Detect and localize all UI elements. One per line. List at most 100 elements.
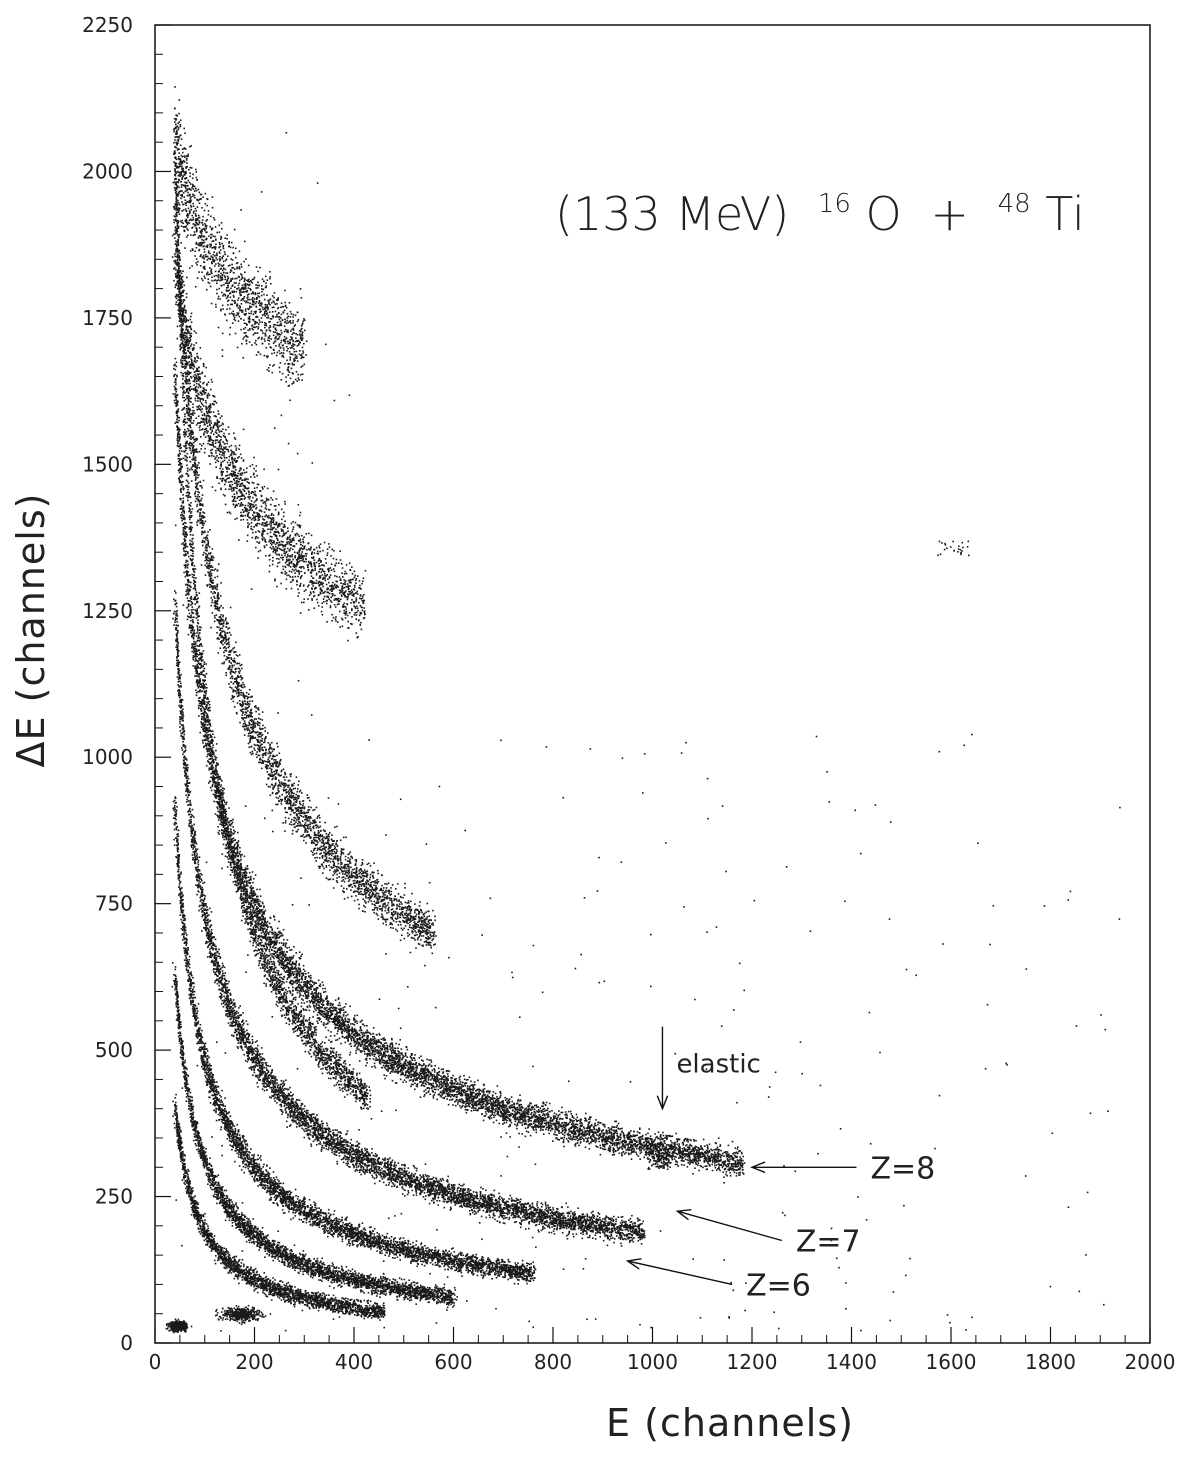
data-point [364,1025,366,1027]
data-point [565,1111,567,1113]
data-point [460,1092,462,1094]
data-point [200,721,202,723]
data-point [175,369,177,371]
data-point [175,391,177,393]
data-point [534,1105,536,1107]
data-point [212,786,214,788]
data-point [483,1103,485,1105]
data-point [464,1079,466,1081]
data-point [234,844,236,846]
data-point [395,1043,397,1045]
data-point [241,869,243,871]
data-point [528,1131,530,1133]
data-point [479,1089,481,1091]
data-point [631,1158,633,1160]
data-point [287,977,289,979]
data-point [602,1148,604,1150]
data-point [175,378,177,380]
data-point [424,1072,426,1074]
data-point [384,1078,386,1080]
data-point [493,1116,495,1118]
data-point [540,1107,542,1109]
data-point [550,1130,552,1132]
data-point [269,923,271,925]
data-point [736,1173,738,1175]
data-point [292,987,294,989]
data-point [570,1138,572,1140]
data-point [611,1129,613,1131]
data-point [339,1038,341,1040]
data-point [485,1108,487,1110]
data-point [633,1148,635,1150]
data-point [376,1059,378,1061]
data-point [419,1057,421,1059]
data-point [397,1047,399,1049]
data-point [359,1042,361,1044]
data-point [216,797,218,799]
data-point [356,1020,358,1022]
data-point [678,1157,680,1159]
data-point [300,955,302,957]
data-point [379,1057,381,1059]
data-point [181,520,183,522]
data-point [459,1100,461,1102]
data-point [544,1108,546,1110]
data-point [183,512,185,514]
data-point [338,1028,340,1030]
data-point [737,1146,739,1148]
data-point [511,1122,513,1124]
data-point [293,946,295,948]
data-point [190,632,192,634]
data-point [366,1045,368,1047]
data-point [372,1046,374,1048]
data-point [190,615,192,617]
data-point [206,756,208,758]
data-point [500,1093,502,1095]
data-point [196,695,198,697]
data-point [203,722,205,724]
data-point [575,1119,577,1121]
data-point [736,1175,738,1177]
data-point [365,1065,367,1067]
data-point [178,440,180,442]
data-point [407,1056,409,1058]
data-point [317,1017,319,1019]
data-point [563,1139,565,1141]
data-point [497,1085,499,1087]
data-point [538,1109,540,1111]
data-point [364,1047,366,1049]
data-point [302,995,304,997]
data-point [285,957,287,959]
data-point [275,947,277,949]
data-point [362,1044,364,1046]
data-point [455,1094,457,1096]
data-point [364,1051,366,1053]
data-point [187,563,189,565]
data-point [395,1069,397,1071]
data-point [360,1050,362,1052]
data-point [415,1067,417,1069]
data-point [477,1080,479,1082]
data-point [380,1048,382,1050]
data-point [556,1120,558,1122]
data-point [528,1107,530,1109]
data-point [241,854,243,856]
data-point [679,1155,681,1157]
data-point [180,508,182,510]
data-point [312,1016,314,1018]
data-point [433,1078,435,1080]
data-point [631,1148,633,1150]
data-point [252,882,254,884]
data-point [323,984,325,986]
data-point [495,1110,497,1112]
data-point [487,1108,489,1110]
data-point [286,942,288,944]
data-point [173,368,175,370]
data-point [387,1070,389,1072]
data-point [390,1048,392,1050]
data-point [551,1123,553,1125]
data-point [344,1027,346,1029]
data-point [324,988,326,990]
data-point [237,832,239,834]
data-point [536,1106,538,1108]
